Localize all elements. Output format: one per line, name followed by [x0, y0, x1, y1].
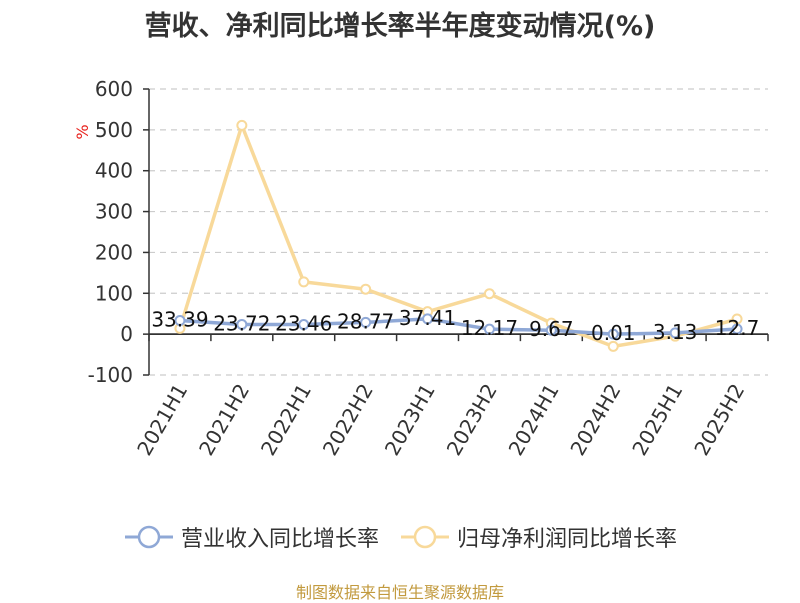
- chart-title: 营收、净利同比增长率半年度变动情况(%): [144, 11, 656, 42]
- data-point-revenue: [174, 315, 186, 327]
- line-circle-marker-icon: [401, 525, 449, 549]
- x-tick-label: 2021H1: [132, 380, 192, 460]
- series-line-revenue: [178, 317, 739, 336]
- data-point-net-profit: [360, 283, 372, 295]
- x-tick-label: 2024H1: [504, 380, 564, 460]
- x-tick-label: 2022H1: [256, 380, 316, 460]
- data-point-net-profit: [607, 340, 619, 352]
- y-tick-label: -100: [88, 363, 133, 387]
- x-tick-label: 2022H2: [318, 380, 378, 460]
- x-tick-label: 2024H2: [565, 380, 625, 460]
- data-point-revenue: [422, 313, 434, 325]
- data-point-revenue: [607, 328, 619, 340]
- y-tick-label: 200: [95, 240, 133, 264]
- series-layer: [174, 119, 743, 352]
- x-tick-label: 2023H1: [380, 380, 440, 460]
- y-tick-label: 500: [95, 118, 133, 142]
- data-label-revenue: 23.72: [213, 311, 270, 335]
- legend-item-net-profit[interactable]: 归母净利润同比增长率: [399, 521, 677, 553]
- data-labels: 33.39 23.72 23.46 28.77 37.41 12.17 9.67 0.01 3.…: [151, 306, 759, 345]
- data-label-revenue: 12.7: [715, 316, 760, 340]
- data-point-net-profit: [298, 276, 310, 288]
- data-label-revenue: 23.46: [275, 312, 332, 336]
- gridlines: [149, 88, 768, 376]
- legend-item-revenue[interactable]: 营业收入同比增长率: [123, 521, 379, 553]
- y-tick-label: 0: [120, 322, 133, 346]
- data-label-revenue: 0.01: [591, 321, 636, 345]
- x-tick-label: 2023H2: [442, 380, 502, 460]
- legend-label-net-profit: 归母净利润同比增长率: [457, 527, 678, 552]
- data-point-revenue: [545, 324, 557, 336]
- data-point-revenue: [483, 323, 495, 335]
- data-point-net-profit: [236, 119, 248, 131]
- y-tick-label: 400: [95, 159, 133, 183]
- data-label-revenue: 9.67: [529, 317, 574, 341]
- x-tick-label: 2025H1: [627, 380, 687, 460]
- y-tick-label: 300: [95, 200, 133, 224]
- y-axis-label: %: [73, 124, 92, 139]
- data-label-revenue: 28.77: [337, 309, 394, 333]
- line-circle-marker-icon: [124, 525, 173, 549]
- legend-label-revenue: 营业收入同比增长率: [180, 527, 379, 552]
- legend: 营业收入同比增长率 归母净利润同比增长率: [0, 521, 800, 553]
- source-note: 制图数据来自恒生聚源数据库: [295, 583, 504, 602]
- x-tick-label: 2025H2: [689, 380, 749, 460]
- data-label-revenue: 12.17: [461, 316, 518, 340]
- y-tick-label: 600: [95, 77, 133, 101]
- data-point-revenue: [298, 319, 310, 331]
- data-point-revenue: [360, 316, 372, 328]
- data-point-revenue: [236, 318, 248, 330]
- data-point-net-profit: [483, 288, 495, 300]
- series-line-net-profit: [178, 123, 739, 349]
- data-point-revenue: [731, 323, 743, 335]
- data-label-revenue: 37.41: [399, 306, 456, 330]
- data-point-revenue: [669, 327, 681, 339]
- y-tick-label: 100: [95, 281, 133, 305]
- data-label-revenue: 33.39: [151, 308, 208, 332]
- x-tick-label: 2021H2: [194, 380, 254, 460]
- data-label-revenue: 3.13: [653, 320, 698, 344]
